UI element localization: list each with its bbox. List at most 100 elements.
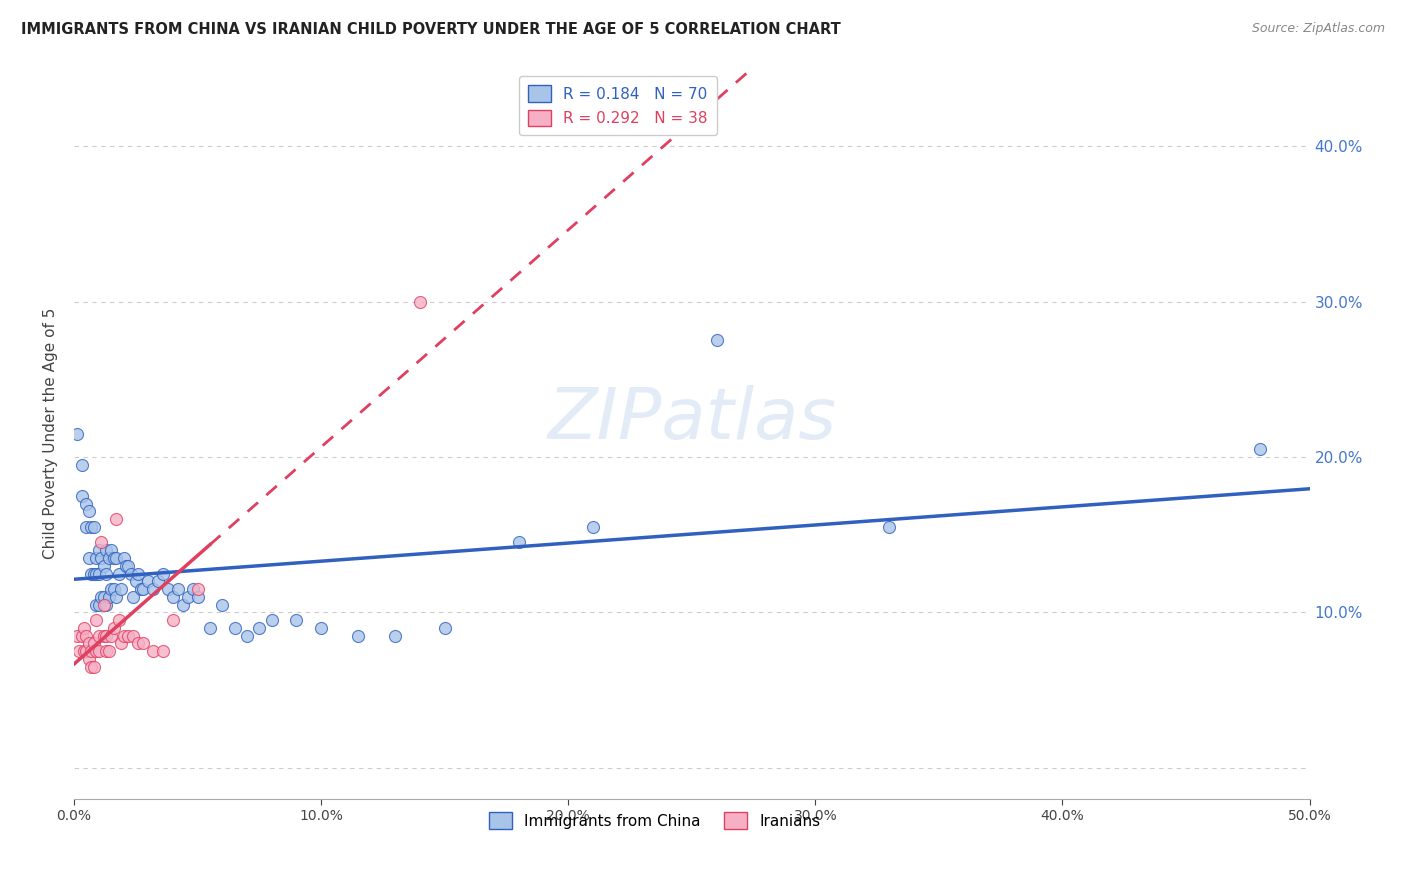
Point (86, 551, 108, 566)
Point (75, 497, 97, 511)
Point (77, 551, 100, 566)
Point (107, 566, 129, 581)
Point (127, 636, 149, 650)
Point (181, 582, 204, 596)
Point (103, 551, 125, 566)
Point (236, 629, 259, 643)
Point (77, 504, 100, 518)
Point (103, 621, 125, 635)
Point (100, 582, 122, 596)
Point (70, 489, 93, 503)
Point (409, 294, 432, 309)
Point (75, 644, 97, 658)
Point (132, 582, 155, 596)
Point (87, 629, 110, 643)
Point (77, 636, 100, 650)
Point (86, 598, 108, 612)
Point (96, 598, 118, 612)
Point (70, 629, 93, 643)
Point (177, 590, 200, 604)
Point (112, 629, 135, 643)
Point (90, 535, 112, 549)
Point (80, 644, 103, 658)
Point (83, 520, 105, 534)
Point (129, 582, 152, 596)
Point (117, 629, 139, 643)
Point (87, 644, 110, 658)
Y-axis label: Child Poverty Under the Age of 5: Child Poverty Under the Age of 5 (44, 308, 58, 559)
Point (156, 582, 179, 596)
Point (96, 629, 118, 643)
Point (309, 621, 332, 635)
Point (83, 636, 105, 650)
Point (87, 543, 110, 558)
Point (508, 535, 530, 549)
Point (142, 644, 165, 658)
Point (285, 613, 308, 627)
Point (73, 621, 96, 635)
Point (110, 636, 132, 650)
Point (80, 520, 103, 534)
Point (70, 458, 93, 472)
Point (96, 566, 118, 581)
Point (224, 621, 246, 635)
Point (86, 644, 108, 658)
Point (125, 574, 148, 589)
Point (93, 590, 115, 604)
Point (75, 629, 97, 643)
Point (152, 566, 174, 581)
Point (142, 582, 165, 596)
Point (115, 558, 138, 573)
Point (103, 582, 125, 596)
Text: IMMIGRANTS FROM CHINA VS IRANIAN CHILD POVERTY UNDER THE AGE OF 5 CORRELATION CH: IMMIGRANTS FROM CHINA VS IRANIAN CHILD P… (21, 22, 841, 37)
Point (73, 644, 96, 658)
Point (83, 566, 105, 581)
Point (90, 590, 112, 604)
Point (105, 551, 128, 566)
Point (105, 590, 128, 604)
Point (167, 582, 190, 596)
Point (162, 613, 184, 627)
Point (77, 652, 100, 666)
Point (86, 566, 108, 581)
Point (152, 644, 174, 658)
Point (136, 574, 159, 589)
Point (100, 543, 122, 558)
Point (187, 582, 209, 596)
Point (80, 566, 103, 581)
Point (97, 590, 120, 604)
Point (127, 566, 149, 581)
Point (65, 426, 87, 441)
Point (97, 551, 120, 566)
Point (87, 566, 110, 581)
Point (112, 551, 135, 566)
Point (96, 543, 118, 558)
Point (86, 613, 108, 627)
Point (75, 520, 97, 534)
Point (187, 590, 209, 604)
Point (172, 598, 194, 612)
Point (384, 629, 406, 643)
Point (117, 558, 139, 573)
Point (96, 644, 118, 658)
Point (107, 613, 129, 627)
Point (80, 659, 103, 673)
Point (146, 574, 169, 589)
Point (105, 512, 128, 526)
Text: Source: ZipAtlas.com: Source: ZipAtlas.com (1251, 22, 1385, 36)
Point (260, 613, 283, 627)
Point (120, 566, 142, 581)
Point (83, 659, 105, 673)
Point (67, 644, 90, 658)
Point (93, 629, 115, 643)
Point (100, 629, 122, 643)
Point (211, 598, 233, 612)
Point (162, 590, 184, 604)
Point (347, 629, 370, 643)
Point (198, 621, 221, 635)
Point (122, 590, 145, 604)
Point (93, 558, 115, 573)
Point (1249, 442, 1271, 457)
Point (433, 621, 456, 635)
Point (90, 551, 112, 566)
